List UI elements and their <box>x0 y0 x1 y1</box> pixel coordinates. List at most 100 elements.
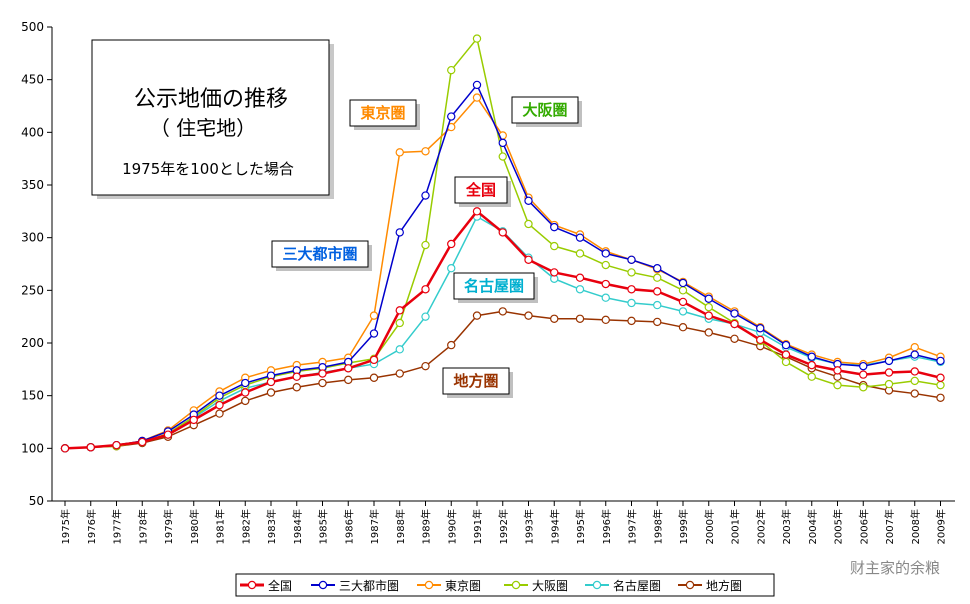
data-point <box>472 311 482 320</box>
chart-subtitle: 1975年を100とした場合 <box>122 160 294 178</box>
data-point <box>138 437 147 447</box>
data-point <box>292 383 301 392</box>
data-point <box>395 345 404 354</box>
legend-swatch-marker <box>592 580 602 590</box>
y-tick-label: 150 <box>21 389 44 403</box>
data-point <box>678 307 688 316</box>
x-tick-label: 2008年 <box>909 509 922 544</box>
series-annotation: 東京圏 <box>349 99 420 130</box>
data-point <box>447 264 456 273</box>
data-point <box>472 93 482 102</box>
data-point <box>395 228 404 237</box>
x-tick-label: 1994年 <box>548 509 561 544</box>
data-point <box>807 352 816 361</box>
x-tick-label: 2009年 <box>935 509 948 544</box>
x-tick-label: 1986年 <box>342 509 355 544</box>
data-point <box>833 380 842 390</box>
data-point <box>421 191 430 200</box>
chart-title-line-1: 公示地価の推移 <box>134 87 288 112</box>
data-point <box>601 293 610 302</box>
data-point <box>395 306 404 315</box>
data-point <box>472 80 482 90</box>
data-point <box>472 34 482 43</box>
y-tick-label: 100 <box>21 441 44 455</box>
data-point <box>807 360 816 370</box>
watermark: 财主家的余粮 <box>849 559 940 577</box>
data-point <box>730 334 739 343</box>
data-point <box>575 233 585 242</box>
data-point <box>447 340 456 350</box>
data-point <box>910 376 919 386</box>
data-point <box>730 309 739 318</box>
data-point <box>575 314 585 323</box>
chart-title-line-2: （ 住宅地） <box>150 116 256 140</box>
data-point <box>653 317 662 327</box>
legend: 全国 三大都市圏 東京圏 大阪圏 名古屋圏 地方圏 <box>235 573 775 597</box>
annotation-label: 名古屋圏 <box>464 277 524 295</box>
y-tick-label: 300 <box>21 231 44 245</box>
y-tick-label: 250 <box>21 283 44 297</box>
data-point <box>550 222 559 232</box>
data-point <box>936 373 945 382</box>
annotation-label: 全国 <box>465 181 496 199</box>
x-tick-label: 1990年 <box>445 509 458 544</box>
data-point <box>910 389 919 398</box>
data-point <box>678 286 688 295</box>
legend-label: 全国 <box>268 578 292 593</box>
data-point <box>627 255 636 264</box>
data-point <box>524 311 533 320</box>
data-point <box>627 298 636 308</box>
x-tick-label: 2000年 <box>703 509 716 544</box>
data-point <box>447 239 456 249</box>
x-tick-label: 1979年 <box>162 509 175 544</box>
title-box: 公示地価の推移 （ 住宅地） 1975年を100とした場合 <box>91 39 334 199</box>
data-point <box>447 65 456 75</box>
series-annotation: 三大都市圏 <box>271 240 372 271</box>
data-point <box>781 357 791 367</box>
data-point <box>859 370 868 379</box>
x-tick-label: 1982年 <box>239 509 252 544</box>
x-tick-label: 2004年 <box>806 509 819 544</box>
data-point <box>653 287 662 296</box>
y-tick-label: 450 <box>21 73 44 87</box>
data-point <box>884 368 894 377</box>
data-point <box>421 361 430 371</box>
annotation-box <box>349 99 417 127</box>
y-tick-label: 50 <box>29 494 44 508</box>
data-point <box>704 302 713 312</box>
data-point <box>163 430 173 439</box>
data-point <box>215 409 224 418</box>
annotation-box <box>454 176 508 204</box>
x-tick-label: 1977年 <box>111 509 124 544</box>
data-point <box>910 367 919 376</box>
data-point <box>704 311 713 320</box>
annotation-box <box>271 240 369 268</box>
y-tick-label: 350 <box>21 178 44 192</box>
x-tick-label: 1988年 <box>394 509 407 544</box>
legend-label: 名古屋圏 <box>613 578 661 593</box>
data-point <box>215 391 224 400</box>
data-point <box>936 380 945 390</box>
data-point <box>498 138 507 148</box>
data-point <box>910 350 919 359</box>
data-point <box>344 375 353 385</box>
data-point <box>884 379 894 389</box>
data-point <box>112 440 121 450</box>
data-point <box>498 228 507 237</box>
data-point <box>627 316 636 326</box>
annotation-box <box>442 367 510 395</box>
x-tick-label: 2006年 <box>857 509 870 544</box>
legend-swatch-marker <box>424 580 434 590</box>
data-point <box>524 219 533 229</box>
data-point <box>524 255 533 264</box>
data-point <box>369 373 379 382</box>
y-tick-label: 200 <box>21 336 44 350</box>
legend-label: 大阪圏 <box>532 579 568 593</box>
data-point <box>395 148 404 157</box>
data-point <box>756 324 765 333</box>
x-tick-label: 2002年 <box>754 509 767 544</box>
x-tick-label: 1978年 <box>136 509 149 544</box>
data-point <box>292 372 301 381</box>
legend-swatch-marker <box>511 580 521 590</box>
